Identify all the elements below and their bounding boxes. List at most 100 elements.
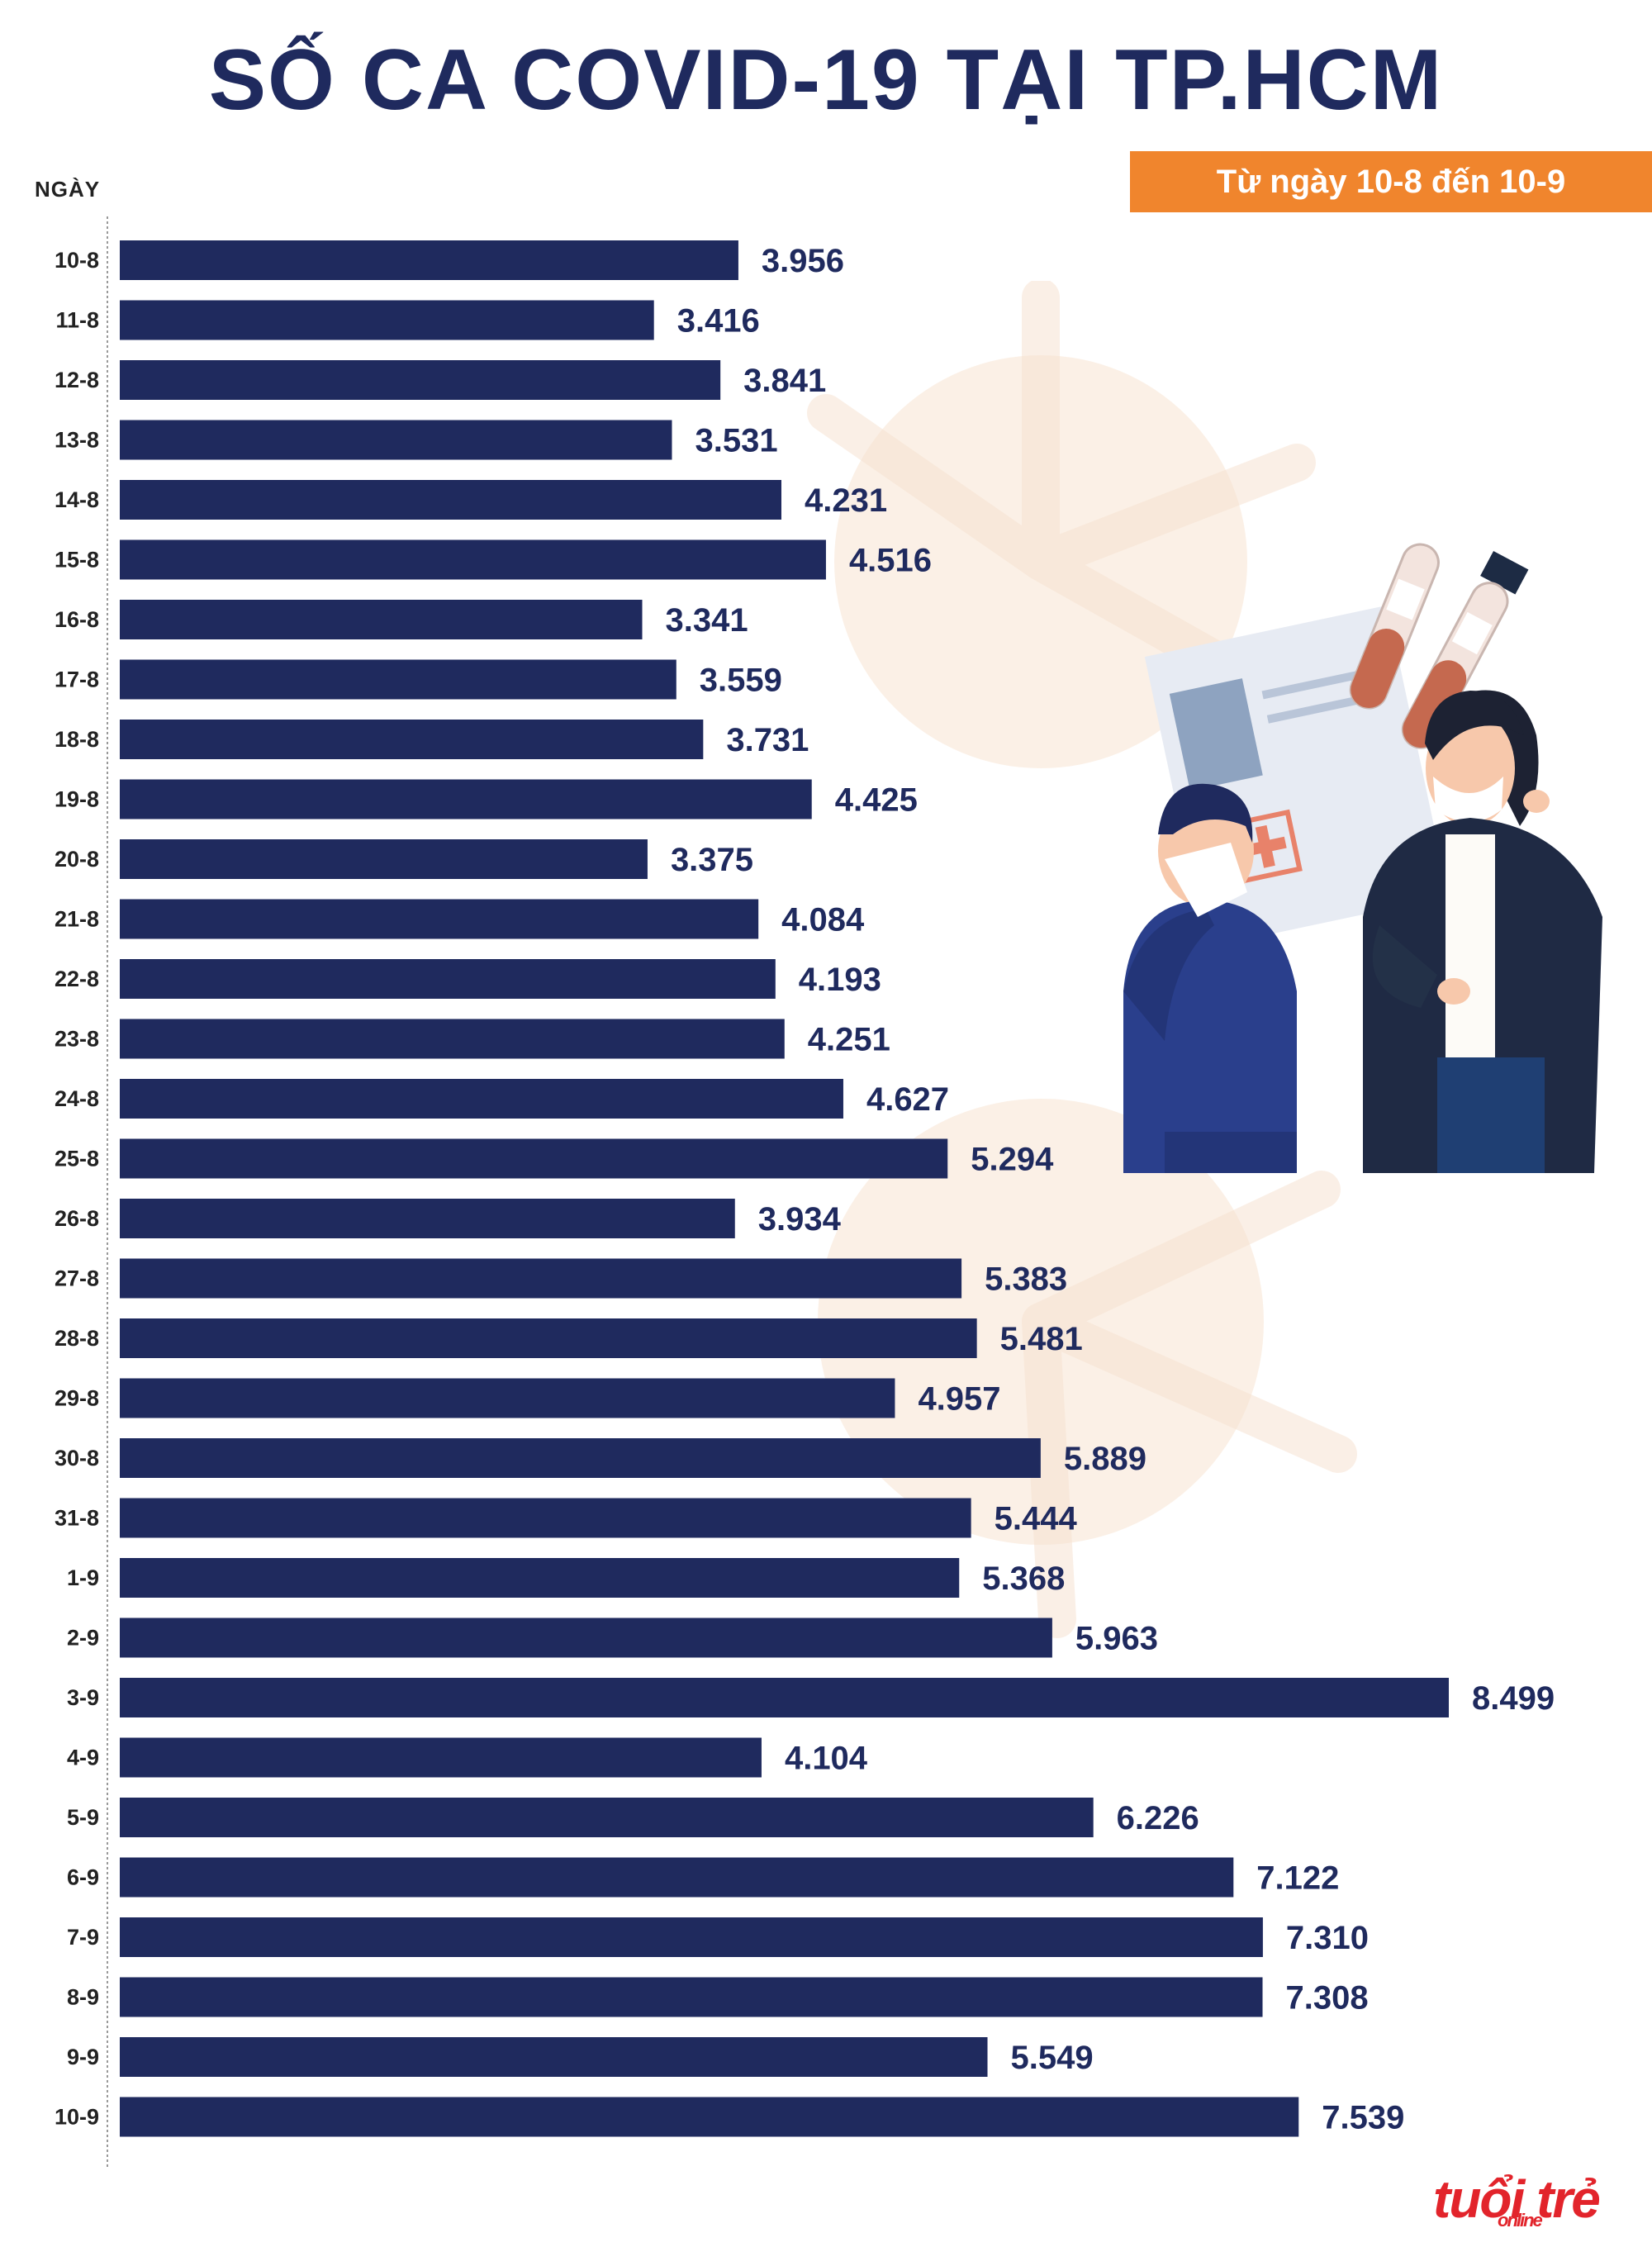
tick-label-9-9: 9-9: [67, 2045, 99, 2069]
tick-label-5-9: 5-9: [67, 1805, 99, 1830]
tick-label-31-8: 31-8: [55, 1506, 99, 1531]
tick-label-30-8: 30-8: [55, 1446, 99, 1470]
data-label-10-8: 3.956: [762, 243, 844, 279]
virus-background-icon: [807, 281, 1357, 1638]
page-title: SỐ CA COVID-19 TẠI TP.HCM: [208, 32, 1444, 128]
data-label-8-9: 7.308: [1286, 1980, 1369, 2017]
tick-label-12-8: 12-8: [55, 368, 99, 392]
tick-label-17-8: 17-8: [55, 667, 99, 692]
data-label-17-8: 3.559: [700, 663, 782, 699]
bar-17-8: [120, 659, 676, 700]
tick-label-26-8: 26-8: [55, 1206, 99, 1231]
tick-label-29-8: 29-8: [55, 1386, 99, 1411]
data-label-5-9: 6.226: [1117, 1800, 1199, 1836]
bar-22-8: [120, 959, 776, 999]
bar-3-9: [120, 1678, 1449, 1717]
tick-label-11-8: 11-8: [55, 308, 99, 333]
bar-28-8: [120, 1318, 977, 1358]
bar-4-9: [120, 1737, 762, 1778]
data-label-3-9: 8.499: [1472, 1680, 1555, 1717]
tick-label-22-8: 22-8: [55, 967, 99, 991]
bar-10-8: [120, 240, 738, 280]
tick-label-16-8: 16-8: [55, 607, 99, 632]
data-label-20-8: 3.375: [671, 842, 753, 878]
data-label-18-8: 3.731: [726, 722, 809, 758]
data-label-28-8: 5.481: [1000, 1321, 1083, 1357]
data-label-31-8: 5.444: [995, 1501, 1078, 1537]
tick-label-2-9: 2-9: [67, 1626, 99, 1651]
bar-31-8: [120, 1498, 971, 1538]
data-label-12-8: 3.841: [743, 363, 826, 399]
data-label-14-8: 4.231: [805, 482, 887, 519]
data-label-11-8: 3.416: [677, 303, 760, 340]
data-label-30-8: 5.889: [1064, 1441, 1146, 1477]
tick-label-25-8: 25-8: [55, 1147, 99, 1171]
data-label-22-8: 4.193: [799, 962, 881, 998]
tick-label-4-9: 4-9: [67, 1746, 99, 1770]
bar-30-8: [120, 1438, 1041, 1478]
data-label-6-9: 7.122: [1256, 1860, 1339, 1897]
bar-18-8: [120, 720, 704, 759]
bar-16-8: [120, 600, 643, 639]
tick-label-15-8: 15-8: [55, 548, 99, 572]
bar-14-8: [120, 480, 781, 520]
y-axis-label: NGÀY: [35, 177, 101, 202]
data-label-26-8: 3.934: [758, 1201, 842, 1238]
bar-2-9: [120, 1618, 1052, 1658]
bar-1-9: [120, 1558, 960, 1598]
bar-23-8: [120, 1019, 785, 1059]
tick-label-7-9: 7-9: [67, 1925, 99, 1950]
data-label-2-9: 5.963: [1075, 1621, 1158, 1657]
bar-21-8: [120, 899, 759, 939]
tick-label-20-8: 20-8: [55, 847, 99, 872]
tick-label-23-8: 23-8: [55, 1027, 99, 1052]
bar-12-8: [120, 360, 721, 400]
bar-25-8: [120, 1138, 948, 1179]
data-label-21-8: 4.084: [781, 902, 865, 938]
bar-10-9: [120, 2097, 1299, 2137]
tick-label-21-8: 21-8: [55, 907, 99, 932]
tick-label-24-8: 24-8: [55, 1086, 99, 1111]
data-label-10-9: 7.539: [1322, 2100, 1404, 2136]
tick-label-10-9: 10-9: [55, 2105, 99, 2130]
bar-26-8: [120, 1199, 735, 1238]
bar-5-9: [120, 1798, 1094, 1837]
tick-label-1-9: 1-9: [67, 1565, 99, 1590]
data-label-15-8: 4.516: [849, 543, 932, 579]
data-label-29-8: 4.957: [918, 1381, 1000, 1418]
data-label-25-8: 5.294: [971, 1142, 1054, 1178]
tick-label-10-8: 10-8: [55, 248, 99, 273]
data-label-4-9: 4.104: [785, 1741, 868, 1777]
bar-7-9: [120, 1917, 1263, 1957]
data-label-23-8: 4.251: [808, 1022, 890, 1058]
data-label-24-8: 4.627: [866, 1081, 949, 1118]
tuoi-tre-logo: tuổi trẻ online: [1433, 2169, 1601, 2230]
tick-label-27-8: 27-8: [55, 1266, 99, 1291]
bar-11-8: [120, 300, 654, 340]
logo-main-text: tuổi trẻ: [1433, 2169, 1601, 2229]
data-label-9-9: 5.549: [1011, 2040, 1094, 2076]
tick-label-8-9: 8-9: [67, 1985, 99, 2010]
tick-label-19-8: 19-8: [55, 787, 99, 812]
bar-15-8: [120, 539, 826, 580]
bar-19-8: [120, 779, 812, 819]
tick-label-13-8: 13-8: [55, 428, 99, 453]
bar-24-8: [120, 1079, 843, 1119]
data-label-1-9: 5.368: [982, 1561, 1065, 1597]
logo-sub-text: online: [1498, 2210, 1543, 2230]
tick-label-6-9: 6-9: [67, 1865, 99, 1890]
data-label-27-8: 5.383: [985, 1261, 1067, 1298]
data-label-7-9: 7.310: [1286, 1920, 1369, 1956]
bar-8-9: [120, 1977, 1263, 2017]
tick-label-18-8: 18-8: [55, 727, 99, 752]
tick-label-28-8: 28-8: [55, 1326, 99, 1351]
date-range-badge: Từ ngày 10-8 đến 10-9: [1130, 151, 1652, 212]
data-label-19-8: 4.425: [835, 782, 918, 819]
bar-9-9: [120, 2037, 988, 2077]
bar-20-8: [120, 839, 648, 879]
bar-27-8: [120, 1258, 962, 1299]
bar-13-8: [120, 420, 672, 460]
sick-people-illustration: [1123, 543, 1602, 1173]
bar-6-9: [120, 1857, 1234, 1898]
